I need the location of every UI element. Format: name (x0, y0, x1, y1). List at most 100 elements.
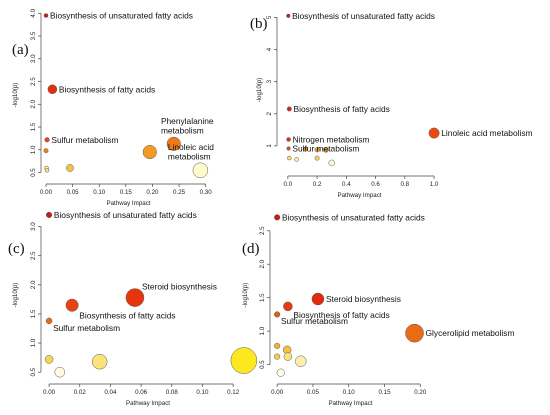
data-point (286, 146, 291, 151)
y-tick-label: 2 (266, 112, 273, 116)
x-tick-label: 0.04 (104, 389, 117, 396)
data-point (286, 106, 292, 112)
data-point (323, 146, 329, 153)
data-point (45, 317, 53, 325)
x-tick-label: 0.00 (271, 389, 284, 396)
data-point (314, 155, 320, 161)
y-axis-label: -log10(p) (242, 283, 249, 308)
data-point (192, 162, 209, 179)
y-tick-label: 1.0 (30, 338, 37, 347)
data-point (294, 157, 299, 162)
x-axis-label: Pathway Impact (126, 400, 170, 407)
panel-label: (c) (8, 241, 25, 257)
point-label: Glycerolipid metabolism (426, 328, 515, 338)
x-tick-label: 0.05 (307, 389, 320, 396)
y-tick-label: 1.5 (30, 309, 37, 318)
x-tick-label: 0.06 (135, 389, 148, 396)
data-point (314, 147, 320, 153)
point-label: Biosynthesis of unsaturated fatty acids (54, 210, 197, 220)
y-tick-label: 2.5 (30, 251, 37, 260)
data-point (166, 136, 181, 151)
data-point (142, 145, 157, 160)
x-tick-label: 0.00 (40, 189, 53, 196)
data-point (328, 159, 335, 167)
data-point (47, 84, 58, 95)
x-axis-label: Pathway Impact (328, 400, 372, 407)
point-label: Steroid biosynthesis (142, 282, 217, 292)
data-point (125, 288, 145, 307)
data-point (286, 13, 291, 18)
data-point (274, 214, 281, 221)
x-tick-label: 0.10 (343, 389, 356, 396)
y-tick-label: 1.5 (30, 122, 37, 131)
x-tick-label: 0.20 (414, 389, 427, 396)
x-tick-label: 1.0 (430, 181, 439, 188)
data-point (274, 311, 281, 318)
point-label: Biosynthesis of unsaturated fatty acids (292, 11, 435, 21)
y-tick-label: 3.0 (30, 54, 37, 63)
chart-panel-1: (a) 0.00 0.05 0.10 0.15 0.20 0.25 0.30 0.5 1.0 1.5… (12, 8, 214, 207)
point-label: Nitrogen metabolism (293, 134, 370, 144)
data-point (43, 13, 49, 18)
point-label: Linoleic acid metabolism (441, 128, 532, 138)
data-point (43, 148, 49, 154)
data-point (283, 301, 293, 312)
point-label: Biosynthesis of fatty acids (79, 310, 175, 320)
y-tick-label: 1.0 (30, 145, 37, 154)
y-tick-label: 1 (266, 144, 273, 148)
data-point (54, 366, 66, 378)
data-point (230, 347, 258, 374)
data-point (274, 353, 281, 360)
data-point (287, 155, 292, 161)
data-point (65, 298, 79, 312)
x-axis-label: Pathway Impact (106, 200, 150, 207)
y-axis-label: -log10(p) (12, 283, 19, 308)
point-label: Biosynthesis of unsaturated fatty acids (282, 212, 425, 222)
x-tick-label: 0.15 (120, 189, 133, 196)
x-tick-label: 0.10 (196, 389, 209, 396)
x-tick-label: 0.4 (342, 181, 351, 188)
data-point (46, 211, 53, 218)
x-tick-label: 0.10 (93, 189, 106, 196)
data-point (405, 323, 424, 343)
panel-label: (d) (242, 241, 260, 257)
point-label: Biosynthesis of fatty acids (293, 310, 389, 320)
x-tick-label: 0.2 (313, 181, 322, 188)
chart-panel-3: (c) 0.00 0.02 0.04 0.06 0.08 0.10 0.12 0.5 1.0 1.5… (8, 210, 258, 407)
x-tick-label: 0.6 (371, 181, 380, 188)
y-tick-label: 1.0 (259, 326, 266, 335)
y-tick-label: 3 (266, 79, 273, 83)
point-label: Biosynthesis of unsaturated fatty acids (50, 11, 193, 21)
x-tick-label: 0.02 (74, 389, 87, 396)
chart-panel-4: (d) 0.00 0.05 0.10 0.15 0.20 0.5 1.0 1.5 2.0 2.5 Pa… (242, 212, 514, 407)
data-point (311, 292, 325, 306)
point-label: Linoleic acid metabolism (168, 142, 214, 162)
point-label: Sulfur metabolism (51, 135, 118, 145)
x-tick-label: 0.25 (173, 189, 186, 196)
data-point (66, 164, 74, 172)
x-tick-label: 0.12 (227, 389, 240, 396)
point-label: Biosynthesis of fatty acids (294, 104, 390, 114)
panel-label: (b) (250, 16, 268, 32)
y-tick-label: 0.5 (259, 360, 266, 369)
data-point (286, 137, 291, 142)
data-point (44, 137, 50, 143)
y-tick-label: 5 (266, 15, 273, 19)
y-tick-label: 2.0 (259, 259, 266, 268)
x-tick-label: 0.00 (43, 389, 56, 396)
y-tick-label: 3.5 (30, 31, 37, 40)
panel-label: (a) (12, 42, 29, 58)
data-point (44, 355, 54, 364)
point-label: Steroid biosynthesis (326, 294, 401, 304)
point-label: Biosynthesis of fatty acids (59, 84, 155, 94)
point-label: Sulfur metabolism (53, 323, 120, 333)
y-tick-label: 2.5 (259, 226, 266, 235)
x-tick-label: 0.15 (378, 389, 391, 396)
y-axis-label: -log10(p) (12, 83, 19, 108)
data-point (276, 368, 285, 377)
x-tick-label: 0.8 (401, 181, 410, 188)
y-tick-label: 4 (266, 47, 273, 51)
data-point (274, 342, 281, 349)
y-tick-label: 4.0 (30, 8, 37, 17)
